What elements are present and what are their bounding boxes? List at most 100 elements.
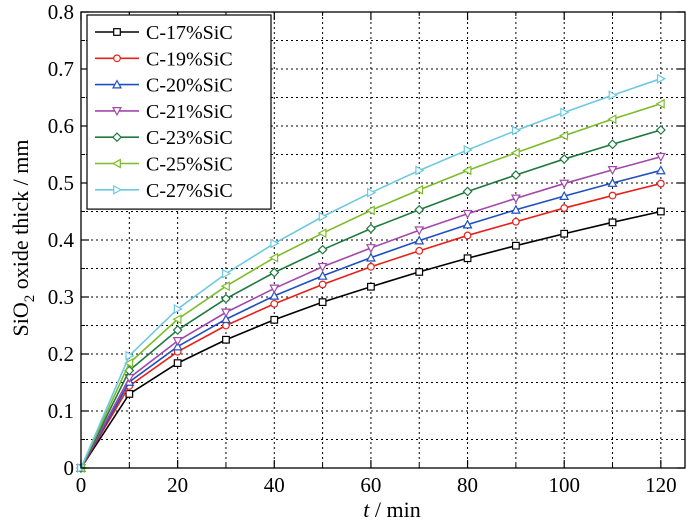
data-point	[607, 165, 618, 176]
data-point	[607, 177, 618, 187]
x-tick-label: 80	[457, 473, 478, 497]
x-tick-label: 40	[264, 473, 285, 497]
series-C-17%SiC	[77, 207, 665, 472]
y-tick-label: 0.8	[48, 0, 74, 24]
y-tick-label: 0	[64, 456, 75, 480]
data-point	[317, 228, 327, 239]
legend: C-17%SiC C-19%SiC C-20%SiC C-21%SiC C-23%SiC…	[86, 14, 272, 210]
x-tick-label: 0	[76, 473, 87, 497]
data-point	[608, 218, 617, 227]
data-point	[365, 205, 375, 216]
data-point	[269, 290, 280, 300]
data-point	[220, 293, 231, 304]
data-point	[220, 281, 230, 292]
data-point	[172, 314, 182, 325]
legend-entry: C-23%SiC	[95, 127, 233, 149]
y-tick-label: 0.2	[48, 342, 74, 366]
data-point	[414, 226, 425, 236]
data-point	[317, 262, 328, 273]
data-point	[365, 244, 376, 254]
data-point	[222, 321, 230, 330]
data-point	[559, 179, 570, 189]
series-C-23%SiC	[76, 125, 666, 473]
series-C-27%SiC	[77, 73, 667, 473]
data-point	[269, 267, 280, 278]
data-point	[607, 139, 618, 150]
x-axis-title: t / min	[363, 497, 420, 522]
legend-label: C-27%SiC	[146, 180, 233, 202]
data-point	[414, 204, 425, 215]
data-point	[656, 207, 665, 216]
y-tick-label: 0.6	[48, 114, 74, 138]
y-tick-label: 0.4	[48, 228, 75, 252]
y-axis-title-main: SiO	[8, 302, 33, 336]
data-point	[510, 194, 521, 204]
y-tick-label: 0.1	[48, 399, 74, 423]
x-tick-label: 20	[167, 473, 188, 497]
data-point	[510, 147, 520, 158]
data-point	[655, 152, 666, 162]
legend-entry: C-21%SiC	[95, 101, 233, 123]
x-tick-label: 60	[360, 473, 381, 497]
data-point	[269, 252, 279, 263]
x-tick-label: 100	[548, 473, 580, 497]
data-point	[317, 244, 328, 255]
data-point	[270, 315, 279, 324]
y-axis-title-rest: oxide thick / mm	[8, 140, 33, 295]
data-point	[318, 280, 327, 289]
data-point	[607, 114, 617, 125]
data-point	[414, 235, 425, 245]
x-axis-title-symbol: t	[363, 497, 370, 522]
y-tick-label: 0.7	[48, 57, 74, 81]
data-point	[365, 252, 376, 262]
y-tick-label: 0.5	[48, 171, 74, 195]
data-point	[173, 303, 183, 314]
data-point	[511, 217, 520, 226]
data-point	[367, 282, 375, 291]
data-point	[559, 190, 570, 201]
legend-label: C-17%SiC	[146, 22, 233, 44]
legend-entry: C-19%SiC	[95, 48, 233, 70]
legend-marker	[113, 28, 121, 36]
axis-ticks	[80, 11, 685, 469]
data-point	[608, 90, 618, 101]
data-point	[269, 284, 280, 294]
data-point	[656, 73, 667, 84]
legend-entry: C-25%SiC	[95, 154, 233, 176]
legend-marker	[112, 106, 122, 117]
data-point	[318, 211, 328, 222]
data-point	[222, 268, 232, 279]
data-point	[415, 268, 424, 276]
data-point	[560, 107, 570, 118]
data-point	[462, 186, 473, 197]
data-point	[367, 187, 377, 198]
legend-entry: C-20%SiC	[95, 75, 233, 97]
data-point	[462, 165, 472, 176]
data-point	[367, 262, 375, 271]
data-point	[560, 229, 569, 238]
data-point	[125, 350, 135, 361]
data-point	[172, 325, 183, 336]
data-point	[124, 358, 134, 369]
data-point	[172, 341, 183, 351]
legend-label: C-20%SiC	[146, 75, 233, 97]
data-point	[608, 191, 617, 200]
legend-marker	[112, 132, 122, 143]
data-point	[125, 390, 134, 398]
data-point	[220, 308, 231, 318]
legend-marker	[113, 184, 123, 195]
y-axis-title-subscript: 2	[22, 295, 38, 303]
data-point	[655, 165, 666, 175]
data-point	[270, 238, 280, 249]
data-point	[560, 204, 569, 212]
data-point	[510, 170, 521, 180]
data-point	[270, 299, 279, 308]
data-point	[511, 241, 520, 250]
data-point	[462, 219, 473, 229]
data-point	[463, 254, 472, 263]
data-point	[173, 359, 182, 368]
data-point	[318, 298, 327, 307]
tick-labels: 0 20 40 60 80 100 120 0 0.1 0.2 0.3 0.4 0.5 0.6 0.7 0.8	[48, 0, 677, 497]
data-point	[415, 246, 424, 255]
